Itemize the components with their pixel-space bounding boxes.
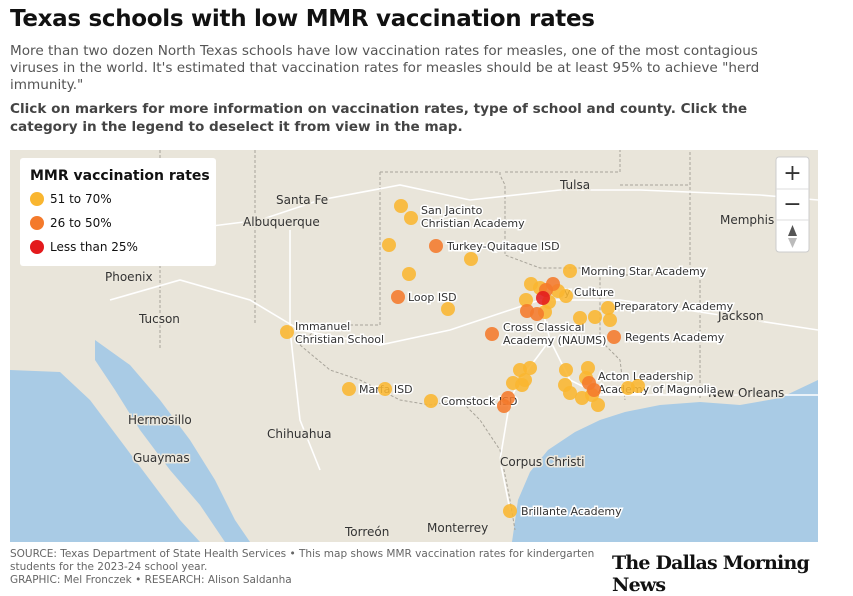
school-label: Immanuel [295, 320, 350, 333]
gulf-of-california [95, 340, 250, 542]
compass-south [788, 238, 797, 248]
school-label: Acton Leadership [598, 370, 693, 383]
school-marker[interactable] [394, 199, 408, 213]
zoom-out[interactable]: − [783, 192, 801, 217]
school-label: Christian School [295, 333, 384, 346]
zoom-box [775, 156, 810, 253]
city-label: Jackson [717, 309, 764, 323]
city-label: Santa Fe [276, 193, 328, 207]
school-marker[interactable] [559, 289, 573, 303]
school-marker[interactable] [424, 394, 438, 408]
school-label: Brillante Academy [521, 505, 622, 518]
city-label: Monterrey [427, 521, 488, 535]
school-marker[interactable] [429, 239, 443, 253]
school-marker[interactable] [546, 277, 560, 291]
school-marker[interactable] [607, 330, 621, 344]
legend-box [20, 158, 216, 266]
city-label: Memphis [720, 213, 774, 227]
school-marker[interactable] [402, 267, 416, 281]
school-marker[interactable] [523, 361, 537, 375]
school-marker[interactable] [378, 382, 392, 396]
school-marker[interactable] [485, 327, 499, 341]
map[interactable]: Santa FeAlbuquerqueFlagstaffPhoenixTucso… [10, 150, 818, 542]
school-marker[interactable] [441, 302, 455, 316]
city-label: Tucson [138, 312, 180, 326]
school-marker[interactable] [391, 290, 405, 304]
city-label: Hermosillo [128, 413, 192, 427]
school-marker[interactable] [518, 373, 532, 387]
school-marker[interactable] [559, 363, 573, 377]
credits: GRAPHIC: Mel Fronczek • RESEARCH: Alison… [10, 574, 292, 586]
zoom-in[interactable]: + [783, 161, 801, 186]
school-label: Morning Star Academy [581, 265, 707, 278]
school-label: Preparatory Academy [614, 300, 734, 313]
school-marker[interactable] [519, 293, 533, 307]
school-label: San Jacinto [421, 204, 483, 217]
school-label: Loop ISD [408, 291, 457, 304]
pacific [10, 370, 200, 542]
school-marker[interactable] [573, 311, 587, 325]
compass[interactable] [788, 225, 797, 236]
city-label: Corpus Christi [500, 455, 585, 469]
city-label: New Orleans [708, 386, 784, 400]
school-label: Christian Academy [421, 217, 525, 230]
school-marker[interactable] [342, 382, 356, 396]
title: Texas schools with low MMR vaccination r… [10, 6, 595, 32]
legend-swatch [30, 216, 44, 230]
legend-label: 51 to 70% [50, 192, 112, 206]
legend-label: 26 to 50% [50, 216, 112, 230]
markers [280, 199, 645, 518]
legend: MMR vaccination rates 51 to 70% 26 to 50%… [20, 158, 216, 266]
city-label: Phoenix [105, 270, 153, 284]
school-marker[interactable] [503, 504, 517, 518]
school-marker[interactable] [382, 238, 396, 252]
legend-swatch [30, 240, 44, 254]
school-marker[interactable] [280, 325, 294, 339]
school-marker[interactable] [601, 301, 615, 315]
school-marker[interactable] [631, 379, 645, 393]
school-label: Regents Academy [625, 331, 725, 344]
subtitle: More than two dozen North Texas schools … [10, 43, 760, 93]
school-marker[interactable] [497, 399, 511, 413]
school-label: y Culture [564, 286, 614, 299]
zoom-control: + − [775, 156, 810, 253]
school-label: Cross Classical [503, 321, 585, 334]
school-marker[interactable] [588, 310, 602, 324]
school-marker[interactable] [464, 252, 478, 266]
school-label: Turkey-Quitaque ISD [446, 240, 560, 253]
city-label: Tulsa [559, 178, 590, 192]
school-label: Academy (NAUMS) [503, 334, 606, 347]
city-label: Guaymas [133, 451, 190, 465]
source: SOURCE: Texas Department of State Health… [10, 548, 595, 573]
logo: The Dallas Morning News [612, 552, 810, 596]
school-label: Academy of Magnolia [598, 383, 716, 396]
city-label: Torreón [344, 525, 389, 539]
legend-title: MMR vaccination rates [30, 168, 210, 184]
school-marker[interactable] [530, 307, 544, 321]
school-marker[interactable] [563, 264, 577, 278]
school-marker[interactable] [603, 313, 617, 327]
school-marker[interactable] [536, 291, 550, 305]
school-marker[interactable] [563, 386, 577, 400]
school-marker[interactable] [404, 211, 418, 225]
legend-label: Less than 25% [50, 240, 138, 254]
city-label: Chihuahua [267, 427, 331, 441]
legend-swatch [30, 192, 44, 206]
city-label: Albuquerque [243, 215, 320, 229]
instructions: Click on markers for more information on… [10, 101, 748, 135]
school-marker[interactable] [587, 383, 601, 397]
gulf-of-mexico [512, 380, 818, 542]
